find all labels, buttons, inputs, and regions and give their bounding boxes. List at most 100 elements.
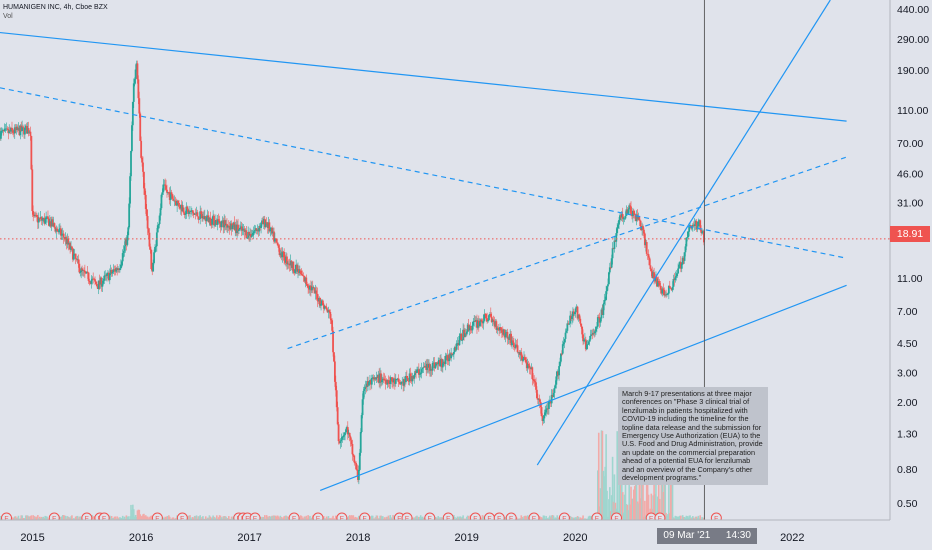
candle	[132, 83, 135, 102]
candle	[7, 129, 10, 134]
candle	[0, 131, 2, 139]
svg-text:E: E	[102, 516, 107, 523]
candle	[242, 228, 245, 230]
candle	[62, 233, 65, 238]
x-axis[interactable]: 2015 2016 2017 2018 2019 2020 2022	[20, 532, 804, 544]
candle	[189, 210, 191, 212]
volume-bar	[580, 518, 583, 520]
volume-bar	[172, 517, 175, 520]
candle	[101, 283, 104, 287]
candle	[627, 209, 630, 214]
candle	[494, 321, 497, 327]
volume-bar	[665, 512, 667, 520]
volume-bar	[326, 518, 329, 520]
volume-bar	[603, 476, 606, 520]
volume-bar	[372, 518, 375, 520]
candle	[143, 171, 145, 189]
candle	[362, 390, 365, 400]
candle	[573, 312, 576, 314]
candle	[478, 322, 481, 326]
candle	[274, 238, 276, 242]
candle	[247, 232, 250, 238]
candle	[299, 270, 302, 274]
candle	[482, 320, 485, 324]
trendline	[536, 0, 831, 466]
volume-bar	[33, 516, 35, 520]
candle	[429, 363, 431, 371]
volume-bar	[441, 517, 443, 520]
candle	[262, 220, 264, 225]
candle	[267, 222, 270, 228]
y-axis[interactable]: 440.00 290.00 190.00 110.00 70.00 46.00 31.00 1…	[897, 4, 929, 510]
candle	[534, 381, 536, 383]
candle	[671, 286, 674, 291]
volume-bar	[641, 476, 643, 520]
candle	[550, 394, 553, 404]
candle	[33, 214, 36, 217]
y-tick-label: 190.00	[897, 65, 929, 77]
volume-bar	[645, 484, 648, 520]
volume-bar	[481, 515, 484, 520]
volume-bar	[675, 516, 678, 520]
candle	[58, 229, 60, 233]
candle	[464, 333, 467, 335]
candle	[678, 264, 680, 269]
volume-bar	[348, 515, 351, 520]
candle	[221, 220, 224, 222]
candle	[630, 206, 632, 215]
candle	[329, 312, 332, 319]
candle	[349, 436, 352, 441]
candle	[139, 113, 142, 141]
volume-bar	[260, 518, 262, 520]
candle	[546, 408, 548, 410]
candle	[321, 300, 323, 305]
svg-text:E: E	[532, 516, 537, 523]
candle	[631, 214, 633, 217]
candle	[409, 373, 412, 377]
candle	[188, 210, 191, 214]
candle	[86, 271, 89, 273]
y-tick-label: 3.00	[897, 368, 918, 380]
volume-bar	[165, 517, 167, 520]
volume-bar	[351, 515, 354, 520]
candle	[311, 286, 314, 288]
candle	[571, 316, 573, 319]
volume-bar	[286, 516, 288, 520]
candle	[333, 361, 336, 382]
candle	[598, 317, 601, 323]
candle	[555, 376, 558, 385]
volume-bar	[192, 518, 195, 520]
candle	[2, 129, 5, 132]
volume-bar	[673, 518, 676, 520]
volume-bar	[193, 515, 196, 520]
symbol-title[interactable]: HUMANIGEN INC, 4h, Cboe BZX	[3, 4, 108, 11]
volume-bar	[223, 516, 225, 520]
volume-bar	[28, 516, 31, 520]
svg-text:E: E	[155, 516, 160, 523]
candle	[535, 382, 537, 390]
volume-bar	[69, 518, 71, 520]
volume-bar	[668, 475, 670, 520]
svg-text:E: E	[292, 516, 297, 523]
volume-bar	[131, 509, 133, 520]
candle	[52, 223, 55, 227]
candle	[619, 215, 621, 220]
volume-bar	[553, 518, 556, 520]
candle	[541, 416, 544, 422]
volume-bar	[391, 518, 393, 520]
volume-bar	[387, 515, 390, 520]
volume-bar	[647, 494, 650, 520]
volume-bar	[618, 481, 620, 520]
volume-bar	[465, 518, 467, 520]
candle	[631, 210, 634, 217]
volume-bar	[374, 517, 377, 520]
candle	[263, 218, 266, 227]
annotation-note[interactable]: March 9-17 presentations at three major …	[618, 387, 768, 486]
candle	[572, 311, 574, 317]
candle	[253, 230, 256, 232]
x-tick-label: 2016	[129, 532, 153, 544]
volume-bar	[609, 511, 612, 520]
candle	[140, 140, 143, 158]
volume-bar	[480, 517, 483, 520]
